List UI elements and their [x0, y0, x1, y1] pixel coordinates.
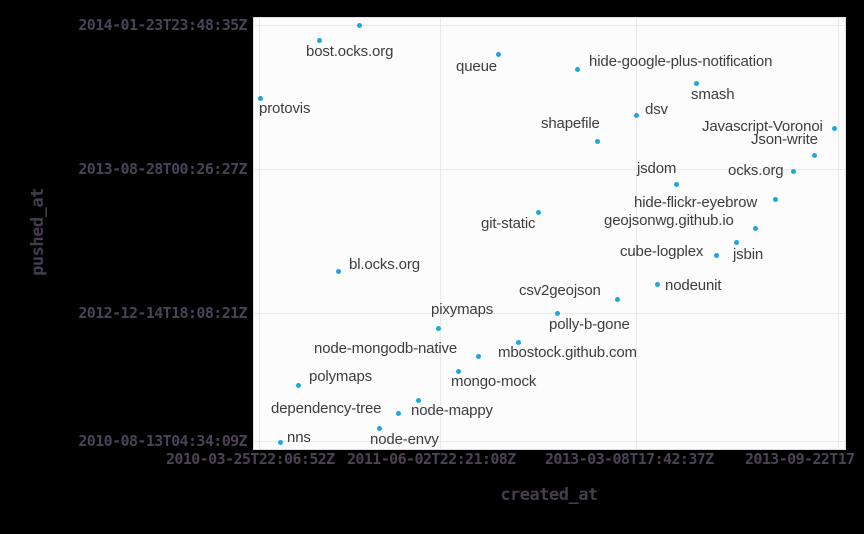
data-point	[277, 439, 283, 445]
data-point	[772, 196, 778, 202]
point-label: ocks.org	[728, 162, 784, 179]
point-label: bl.ocks.org	[349, 256, 420, 273]
data-point	[752, 225, 758, 231]
data-point	[633, 112, 639, 118]
point-label: smash	[691, 86, 735, 103]
gridline-y	[254, 441, 845, 442]
x-tick-label: 2013-09-22T17	[745, 450, 855, 468]
point-label: polymaps	[309, 368, 372, 385]
point-label: protovis	[259, 100, 311, 117]
data-point	[594, 138, 600, 144]
data-point	[790, 168, 796, 174]
data-point	[713, 252, 719, 258]
gridline-y	[254, 25, 845, 26]
point-label: dsv	[645, 101, 668, 118]
gridline-y	[254, 169, 845, 170]
data-point	[831, 125, 837, 131]
data-point	[515, 339, 521, 345]
data-point	[693, 80, 699, 86]
data-point	[574, 66, 580, 72]
data-point	[475, 353, 481, 359]
point-label: node-envy	[370, 431, 439, 448]
point-label: nns	[287, 429, 311, 446]
data-point	[295, 382, 301, 388]
x-axis-title: created_at	[500, 485, 598, 505]
point-label: jsdom	[637, 160, 677, 177]
point-label: cube-logplex	[620, 243, 704, 260]
data-point	[435, 325, 441, 331]
point-label: mbostock.github.com	[498, 344, 637, 361]
data-point	[356, 22, 362, 28]
y-axis-title: pushed_at	[28, 188, 48, 276]
point-label: hide-google-plus-notification	[589, 53, 773, 70]
x-tick-label: 2013-03-08T17:42:37Z	[545, 450, 714, 468]
x-tick-label: 2010-03-25T22:06:52Z	[166, 450, 335, 468]
x-tick-label: 2011-06-02T22:21:08Z	[347, 450, 516, 468]
point-label: jsbin	[733, 246, 764, 263]
data-point	[395, 410, 401, 416]
data-point	[376, 425, 382, 431]
point-label: csv2geojson	[519, 282, 601, 299]
data-point	[415, 397, 421, 403]
data-point	[673, 181, 679, 187]
point-label: hide-flickr-eyebrow	[634, 194, 758, 211]
gridline-x	[838, 18, 839, 449]
point-label: dependency-tree	[271, 400, 382, 417]
gridline-y	[254, 313, 845, 314]
plot-area	[253, 17, 846, 450]
data-point	[654, 281, 660, 287]
gridline-x	[636, 18, 637, 449]
data-point	[257, 95, 263, 101]
point-label: polly-b-gone	[549, 316, 630, 333]
data-point	[316, 37, 322, 43]
y-tick-label: 2014-01-23T23:48:35Z	[78, 16, 247, 34]
point-label: shapefile	[541, 115, 600, 132]
point-label: nodeunit	[665, 277, 722, 294]
point-label: Javascript-Voronoi	[702, 118, 823, 135]
data-point	[614, 296, 620, 302]
data-point	[335, 268, 341, 274]
data-point	[733, 239, 739, 245]
point-label: git-static	[481, 215, 536, 232]
y-tick-label: 2013-08-28T00:26:27Z	[78, 160, 247, 178]
point-label: geojsonwg.github.io	[604, 212, 734, 229]
data-point	[811, 152, 817, 158]
data-point	[535, 209, 541, 215]
point-label: bost.ocks.org	[306, 43, 394, 60]
point-label: queue	[456, 58, 497, 75]
data-point	[455, 368, 461, 374]
point-label: pixymaps	[431, 301, 494, 318]
gridline-x	[440, 18, 441, 449]
data-point	[554, 310, 560, 316]
point-label: node-mappy	[411, 402, 493, 419]
point-label: Json-write	[751, 131, 818, 148]
y-tick-label: 2010-08-13T04:34:09Z	[78, 432, 247, 450]
point-label: node-mongodb-native	[314, 340, 458, 357]
y-tick-label: 2012-12-14T18:08:21Z	[78, 304, 247, 322]
gridline-x	[259, 18, 260, 449]
point-label: mongo-mock	[451, 373, 537, 390]
data-point	[495, 51, 501, 57]
